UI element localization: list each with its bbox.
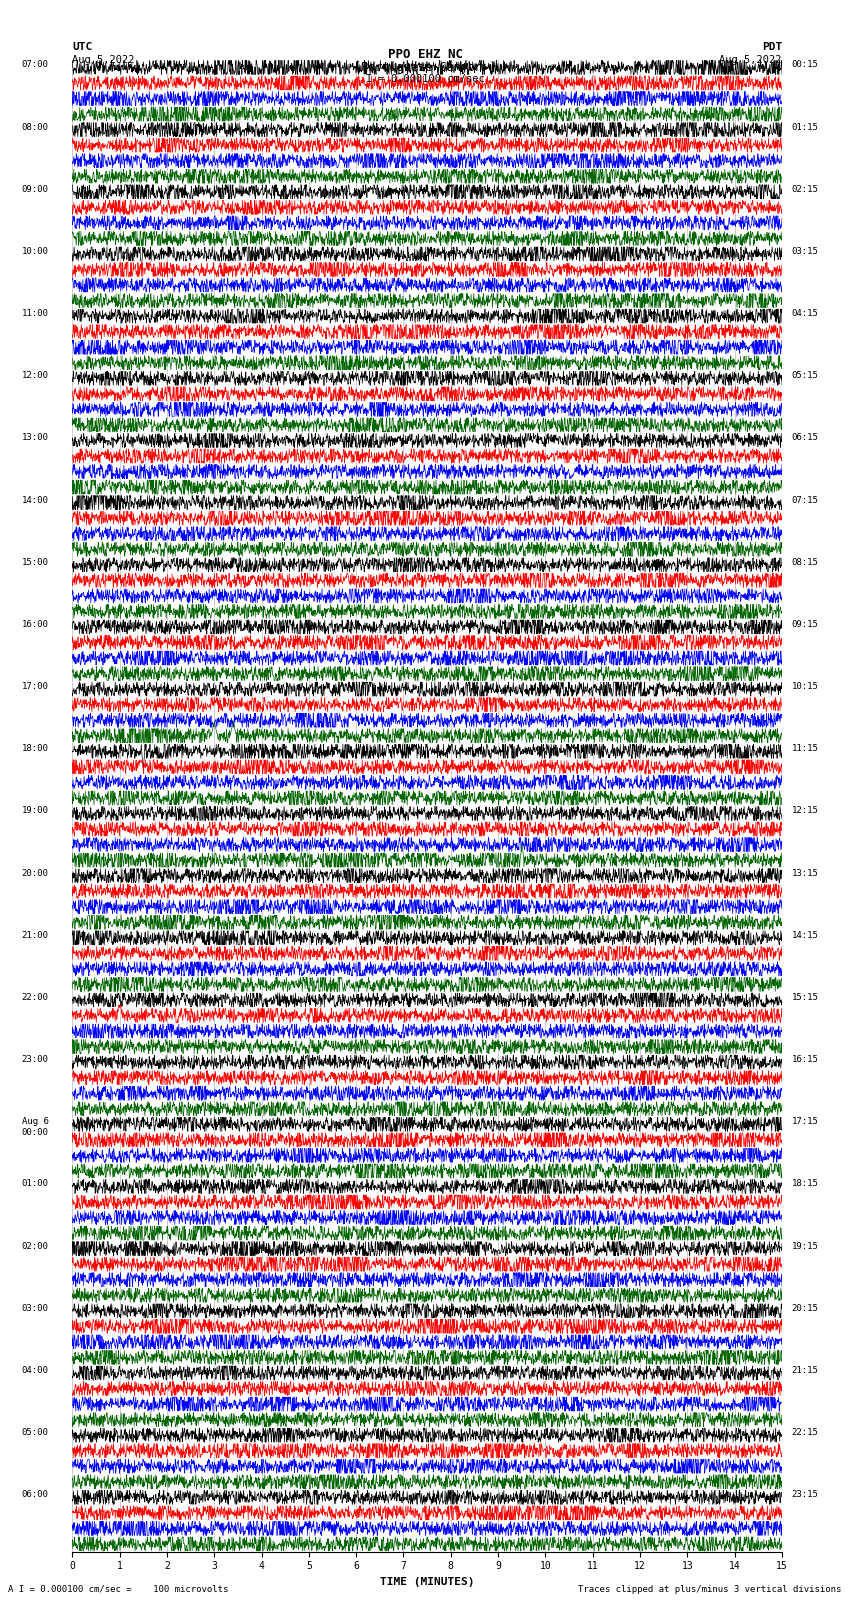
Text: I = 0.000100 cm/sec: I = 0.000100 cm/sec: [366, 74, 484, 84]
Text: 17:00: 17:00: [22, 682, 48, 690]
Text: 20:15: 20:15: [791, 1303, 819, 1313]
Text: 05:00: 05:00: [22, 1428, 48, 1437]
Text: 23:00: 23:00: [22, 1055, 48, 1065]
Text: (Portuguese Canyon ): (Portuguese Canyon ): [354, 61, 496, 74]
Text: 19:15: 19:15: [791, 1242, 819, 1250]
Text: 09:00: 09:00: [22, 185, 48, 194]
Text: 19:00: 19:00: [22, 806, 48, 816]
X-axis label: TIME (MINUTES): TIME (MINUTES): [380, 1578, 474, 1587]
Text: 13:15: 13:15: [791, 869, 819, 877]
Text: 14:15: 14:15: [791, 931, 819, 940]
Text: 16:15: 16:15: [791, 1055, 819, 1065]
Text: 23:15: 23:15: [791, 1490, 819, 1500]
Text: 07:15: 07:15: [791, 495, 819, 505]
Text: 08:15: 08:15: [791, 558, 819, 566]
Text: 21:00: 21:00: [22, 931, 48, 940]
Text: 04:00: 04:00: [22, 1366, 48, 1374]
Text: 09:15: 09:15: [791, 619, 819, 629]
Text: UTC: UTC: [72, 42, 93, 52]
Text: 21:15: 21:15: [791, 1366, 819, 1374]
Text: A I = 0.000100 cm/sec =    100 microvolts: A I = 0.000100 cm/sec = 100 microvolts: [8, 1584, 229, 1594]
Text: PDT: PDT: [762, 42, 782, 52]
Text: Aug 6: Aug 6: [22, 1118, 48, 1126]
Text: 08:00: 08:00: [22, 123, 48, 132]
Text: 04:15: 04:15: [791, 310, 819, 318]
Text: 02:00: 02:00: [22, 1242, 48, 1250]
Text: 12:15: 12:15: [791, 806, 819, 816]
Text: 15:15: 15:15: [791, 994, 819, 1002]
Text: 22:15: 22:15: [791, 1428, 819, 1437]
Text: 05:15: 05:15: [791, 371, 819, 381]
Text: 14:00: 14:00: [22, 495, 48, 505]
Text: 10:15: 10:15: [791, 682, 819, 690]
Text: 17:15: 17:15: [791, 1118, 819, 1126]
Text: 22:00: 22:00: [22, 994, 48, 1002]
Text: Aug 5,2022: Aug 5,2022: [719, 55, 782, 65]
Text: 01:00: 01:00: [22, 1179, 48, 1189]
Text: 07:00: 07:00: [22, 60, 48, 69]
Text: 06:15: 06:15: [791, 434, 819, 442]
Text: 06:00: 06:00: [22, 1490, 48, 1500]
Text: 00:15: 00:15: [791, 60, 819, 69]
Text: 13:00: 13:00: [22, 434, 48, 442]
Text: 02:15: 02:15: [791, 185, 819, 194]
Text: 18:00: 18:00: [22, 744, 48, 753]
Text: 01:15: 01:15: [791, 123, 819, 132]
Text: 11:15: 11:15: [791, 744, 819, 753]
Text: 03:15: 03:15: [791, 247, 819, 256]
Text: 16:00: 16:00: [22, 619, 48, 629]
Text: Traces clipped at plus/minus 3 vertical divisions: Traces clipped at plus/minus 3 vertical …: [578, 1584, 842, 1594]
Text: 11:00: 11:00: [22, 310, 48, 318]
Text: 18:15: 18:15: [791, 1179, 819, 1189]
Text: Aug 5,2022: Aug 5,2022: [72, 55, 135, 65]
Text: 10:00: 10:00: [22, 247, 48, 256]
Text: PPO EHZ NC: PPO EHZ NC: [388, 48, 462, 61]
Text: 00:00: 00:00: [22, 1127, 48, 1137]
Text: 15:00: 15:00: [22, 558, 48, 566]
Text: 03:00: 03:00: [22, 1303, 48, 1313]
Text: 12:00: 12:00: [22, 371, 48, 381]
Text: 20:00: 20:00: [22, 869, 48, 877]
